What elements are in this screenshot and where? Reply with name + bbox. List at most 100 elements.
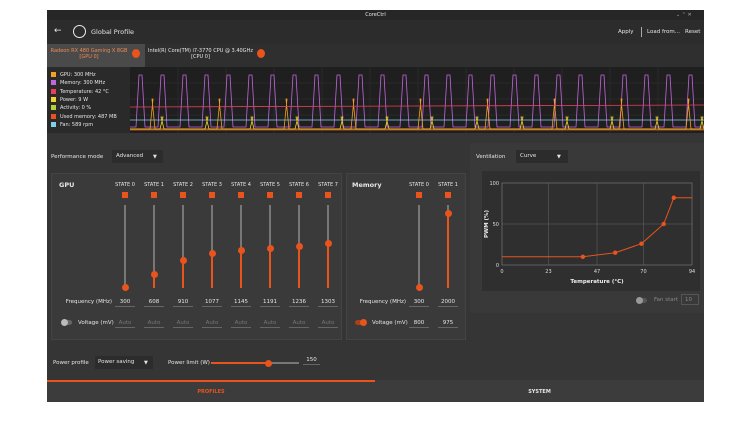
slider-track	[124, 205, 126, 288]
toggle-knob	[636, 297, 643, 304]
fan-start-value: 10	[681, 294, 699, 305]
header-action[interactable]: Load from...	[647, 29, 680, 35]
slider-handle[interactable]	[444, 210, 452, 218]
slider-track	[240, 205, 242, 288]
slider-handle[interactable]	[237, 247, 245, 255]
y-axis-label: PWM (%)	[484, 210, 490, 239]
slider-handle[interactable]	[121, 283, 129, 291]
voltage-label: Voltage (mV)	[78, 320, 114, 326]
tab-indicator	[47, 380, 375, 382]
gpu-title: GPU	[59, 181, 75, 189]
sensor-label: Used memory: 487 MB	[60, 113, 117, 120]
perf-combo[interactable]: Advanced	[112, 150, 163, 163]
slider-handle[interactable]	[208, 250, 216, 258]
vent-combo[interactable]: Curve	[516, 150, 568, 163]
slider-fill	[269, 248, 271, 288]
slider-track	[182, 205, 184, 288]
x-tick-label: 23	[545, 269, 551, 275]
power-label: Power profile	[53, 360, 89, 366]
device-name: Radeon RX 480 Gaming X 8GB	[50, 48, 128, 54]
power-combo[interactable]: Power saving	[95, 356, 153, 369]
sensor-line	[130, 74, 704, 128]
voltage-value: 800	[409, 319, 429, 328]
sensor-label: Fan: 589 rpm	[60, 121, 94, 128]
state-label: STATE 6	[289, 182, 309, 188]
frequency-value: 1236	[289, 298, 309, 307]
limit-fill	[211, 362, 268, 364]
y-tick-label: 0	[496, 263, 499, 269]
sensor-label: GPU: 300 MHz	[60, 72, 96, 78]
gpu-panel	[51, 173, 342, 340]
state-checkbox[interactable]	[180, 192, 186, 198]
state-label: STATE 1	[438, 182, 458, 188]
sensor-checkbox[interactable]	[51, 96, 56, 102]
device-tab[interactable]	[47, 44, 145, 67]
voltage-value: Auto	[144, 319, 164, 328]
frequency-value: 1145	[231, 298, 251, 307]
title-bar	[47, 10, 704, 20]
memory-title: Memory	[352, 181, 382, 189]
state-checkbox[interactable]	[325, 192, 331, 198]
window-controls: ⌄ ⌃ ✕	[676, 12, 692, 18]
freq-label: Frequency (MHz)	[65, 299, 112, 305]
slider-handle[interactable]	[324, 240, 332, 248]
state-checkbox[interactable]	[267, 192, 273, 198]
slider-handle[interactable]	[295, 243, 303, 251]
slider-handle[interactable]	[150, 270, 158, 278]
device-tab[interactable]	[145, 44, 270, 67]
slider-track	[211, 205, 213, 288]
state-checkbox[interactable]	[445, 192, 451, 198]
curve-point	[580, 254, 586, 259]
fan-curve-chart[interactable]: 0 23 47 70 94 0 50 100 Temperature (°C) PWM (%)	[482, 171, 700, 291]
voltage-label: Voltage (mV)	[372, 320, 408, 326]
state-checkbox[interactable]	[209, 192, 215, 198]
bottom-tab[interactable]: PROFILES	[197, 389, 225, 395]
sensor-checkbox[interactable]	[51, 105, 56, 111]
frequency-value: 2000	[438, 298, 458, 307]
state-checkbox[interactable]	[416, 192, 422, 198]
frequency-value: 300	[409, 298, 429, 307]
bottom-tab[interactable]: SYSTEM	[528, 389, 551, 395]
frequency-value: 300	[115, 298, 135, 307]
slider-handle[interactable]	[415, 283, 423, 291]
slider-fill	[153, 274, 155, 288]
sensor-label: Power: 9 W	[60, 96, 89, 103]
frequency-value: 910	[173, 298, 193, 307]
profile-title: Global Profile	[91, 28, 135, 36]
slider-fill	[240, 250, 242, 288]
sensor-checkbox[interactable]	[51, 80, 56, 86]
voltage-value: Auto	[318, 319, 338, 328]
frequency-value: 608	[144, 298, 164, 307]
sensor-checkbox[interactable]	[51, 121, 56, 127]
limit-value: 150	[303, 356, 320, 365]
sensor-checkbox[interactable]	[51, 113, 56, 119]
state-label: STATE 4	[231, 182, 251, 188]
header-action[interactable]: Reset	[685, 29, 701, 35]
curve-point	[661, 221, 666, 227]
limit-handle[interactable]	[265, 359, 272, 367]
state-checkbox[interactable]	[296, 192, 302, 198]
frequency-value: 1191	[260, 298, 280, 307]
slider-handle[interactable]	[179, 257, 187, 265]
state-label: STATE 0	[409, 182, 429, 188]
state-label: STATE 7	[318, 182, 338, 188]
freq-label: Frequency (MHz)	[359, 299, 406, 305]
device-name: Intel(R) Core(TM) i7-3770 CPU @ 3.40GHz	[148, 48, 253, 54]
state-checkbox[interactable]	[238, 192, 244, 198]
state-checkbox[interactable]	[151, 192, 157, 198]
sensor-checkbox[interactable]	[51, 88, 56, 94]
state-checkbox[interactable]	[122, 192, 128, 198]
back-button[interactable]: ←	[54, 26, 62, 36]
header-action[interactable]: Apply	[618, 29, 634, 35]
toggle-knob	[360, 319, 367, 326]
voltage-value: Auto	[231, 319, 251, 328]
sensor-checkbox[interactable]	[51, 72, 56, 77]
frequency-value: 1303	[318, 298, 338, 307]
globe-icon	[73, 25, 86, 38]
separator	[641, 27, 642, 37]
sensor-line	[130, 116, 704, 130]
toggle-knob	[61, 319, 68, 326]
slider-handle[interactable]	[266, 245, 274, 253]
y-tick-label: 100	[489, 181, 499, 187]
sensor-label: Temperature: 42 °C	[60, 88, 109, 95]
